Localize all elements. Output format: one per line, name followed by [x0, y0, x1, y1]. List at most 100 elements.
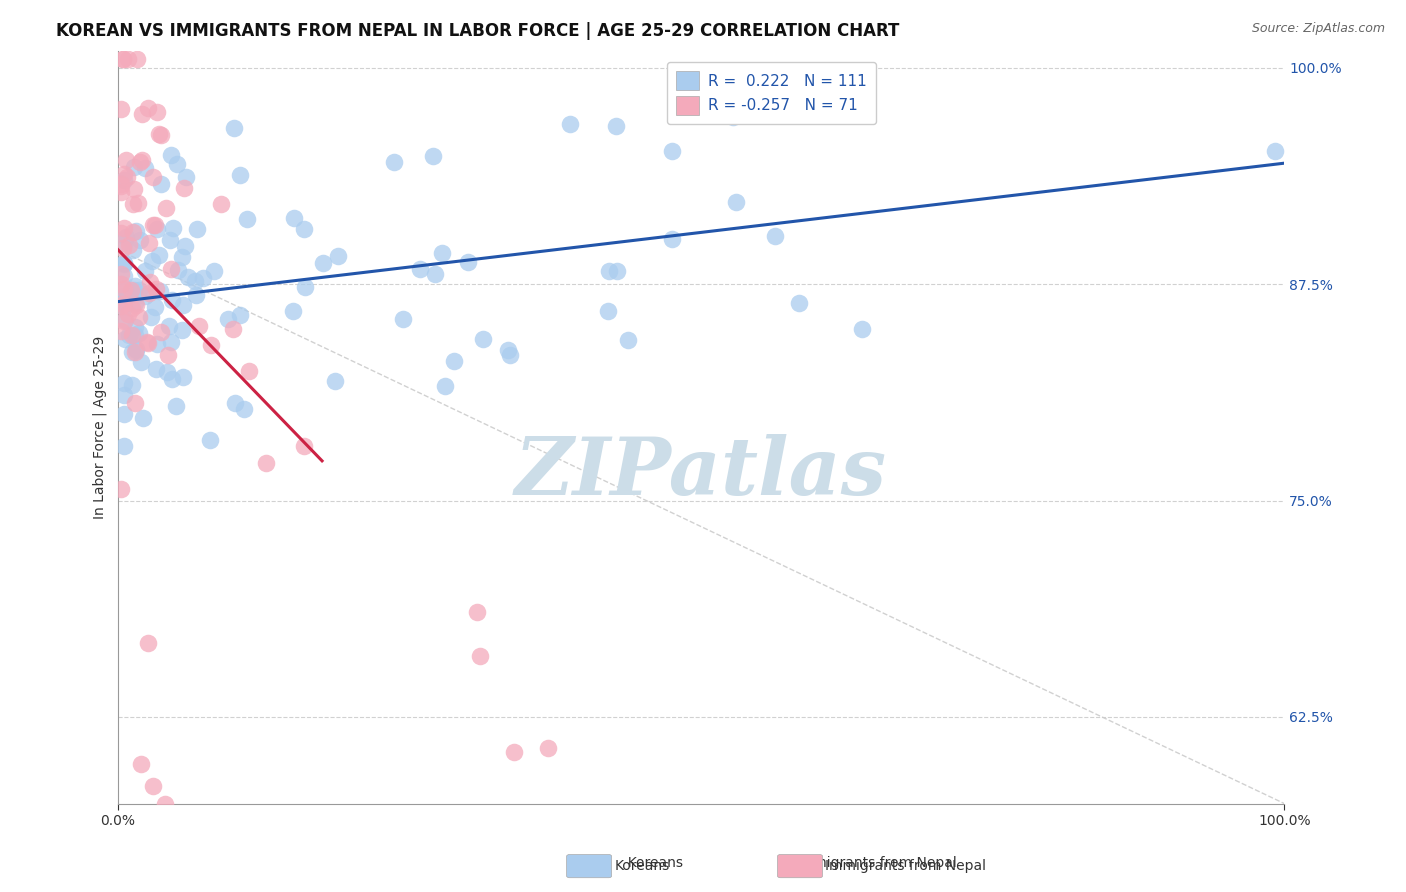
- Point: [184, 274, 207, 288]
- Point: [121, 378, 143, 392]
- Point: [146, 104, 169, 119]
- Point: [851, 322, 873, 336]
- Point: [114, 313, 136, 327]
- Point: [537, 740, 560, 755]
- Point: [191, 271, 214, 285]
- Point: [254, 456, 277, 470]
- Text: Source: ZipAtlas.com: Source: ZipAtlas.com: [1251, 22, 1385, 36]
- Point: [392, 312, 415, 326]
- Point: [110, 482, 132, 496]
- Point: [115, 153, 138, 167]
- Point: [157, 348, 180, 362]
- Point: [294, 439, 316, 453]
- Point: [787, 296, 810, 310]
- Point: [122, 283, 145, 297]
- Point: [661, 232, 683, 246]
- Point: [112, 439, 135, 453]
- Point: [110, 299, 132, 313]
- Point: [222, 322, 245, 336]
- Point: [172, 369, 194, 384]
- Point: [122, 160, 145, 174]
- Text: Immigrants from Nepal: Immigrants from Nepal: [787, 856, 957, 871]
- Point: [128, 284, 150, 298]
- Point: [433, 379, 456, 393]
- Point: [110, 177, 132, 191]
- Point: [117, 238, 139, 252]
- Point: [143, 300, 166, 314]
- Point: [138, 286, 160, 301]
- Text: Koreans: Koreans: [619, 856, 683, 871]
- Point: [174, 169, 197, 184]
- Point: [124, 328, 146, 343]
- Point: [112, 301, 135, 315]
- Point: [443, 354, 465, 368]
- Point: [202, 264, 225, 278]
- Point: [1264, 145, 1286, 159]
- Point: [165, 399, 187, 413]
- Point: [198, 433, 221, 447]
- Point: [149, 285, 172, 299]
- Point: [598, 303, 620, 318]
- Point: [127, 196, 149, 211]
- Point: [188, 318, 211, 333]
- Point: [141, 254, 163, 268]
- Point: [148, 127, 170, 141]
- Point: [112, 173, 135, 187]
- Point: [160, 148, 183, 162]
- Point: [110, 324, 132, 338]
- Point: [312, 256, 335, 270]
- Point: [184, 288, 207, 302]
- Point: [465, 606, 488, 620]
- Point: [425, 267, 447, 281]
- Point: [155, 201, 177, 215]
- Point: [162, 221, 184, 235]
- Point: [112, 314, 135, 328]
- Point: [382, 154, 405, 169]
- Point: [232, 402, 254, 417]
- Text: KOREAN VS IMMIGRANTS FROM NEPAL IN LABOR FORCE | AGE 25-29 CORRELATION CHART: KOREAN VS IMMIGRANTS FROM NEPAL IN LABOR…: [56, 22, 900, 40]
- Point: [145, 282, 167, 296]
- Point: [134, 161, 156, 176]
- Point: [125, 224, 148, 238]
- Point: [503, 745, 526, 759]
- Point: [118, 328, 141, 343]
- Point: [124, 345, 146, 359]
- Point: [131, 355, 153, 369]
- Point: [598, 264, 620, 278]
- Point: [138, 275, 160, 289]
- Point: [112, 167, 135, 181]
- Point: [121, 301, 143, 315]
- Point: [128, 326, 150, 340]
- Point: [111, 297, 134, 311]
- Point: [124, 279, 146, 293]
- Y-axis label: In Labor Force | Age 25-29: In Labor Force | Age 25-29: [93, 335, 107, 519]
- Point: [125, 343, 148, 358]
- Point: [146, 221, 169, 235]
- Point: [228, 168, 250, 182]
- Text: Koreans: Koreans: [614, 859, 669, 873]
- Point: [323, 374, 346, 388]
- Point: [121, 345, 143, 359]
- Point: [121, 196, 143, 211]
- Point: [236, 212, 259, 227]
- Point: [499, 348, 522, 362]
- Point: [112, 221, 135, 235]
- Point: [229, 308, 252, 322]
- Point: [117, 307, 139, 321]
- Point: [112, 257, 135, 271]
- Point: [134, 264, 156, 278]
- Point: [470, 648, 492, 663]
- Point: [112, 269, 135, 284]
- Point: [409, 262, 432, 277]
- Point: [110, 179, 132, 194]
- Point: [114, 332, 136, 346]
- Point: [145, 337, 167, 351]
- Point: [153, 797, 176, 811]
- Point: [457, 255, 479, 269]
- Point: [149, 325, 172, 339]
- Point: [142, 218, 165, 232]
- Point: [112, 282, 135, 296]
- Point: [112, 407, 135, 421]
- Point: [763, 228, 786, 243]
- Point: [124, 296, 146, 310]
